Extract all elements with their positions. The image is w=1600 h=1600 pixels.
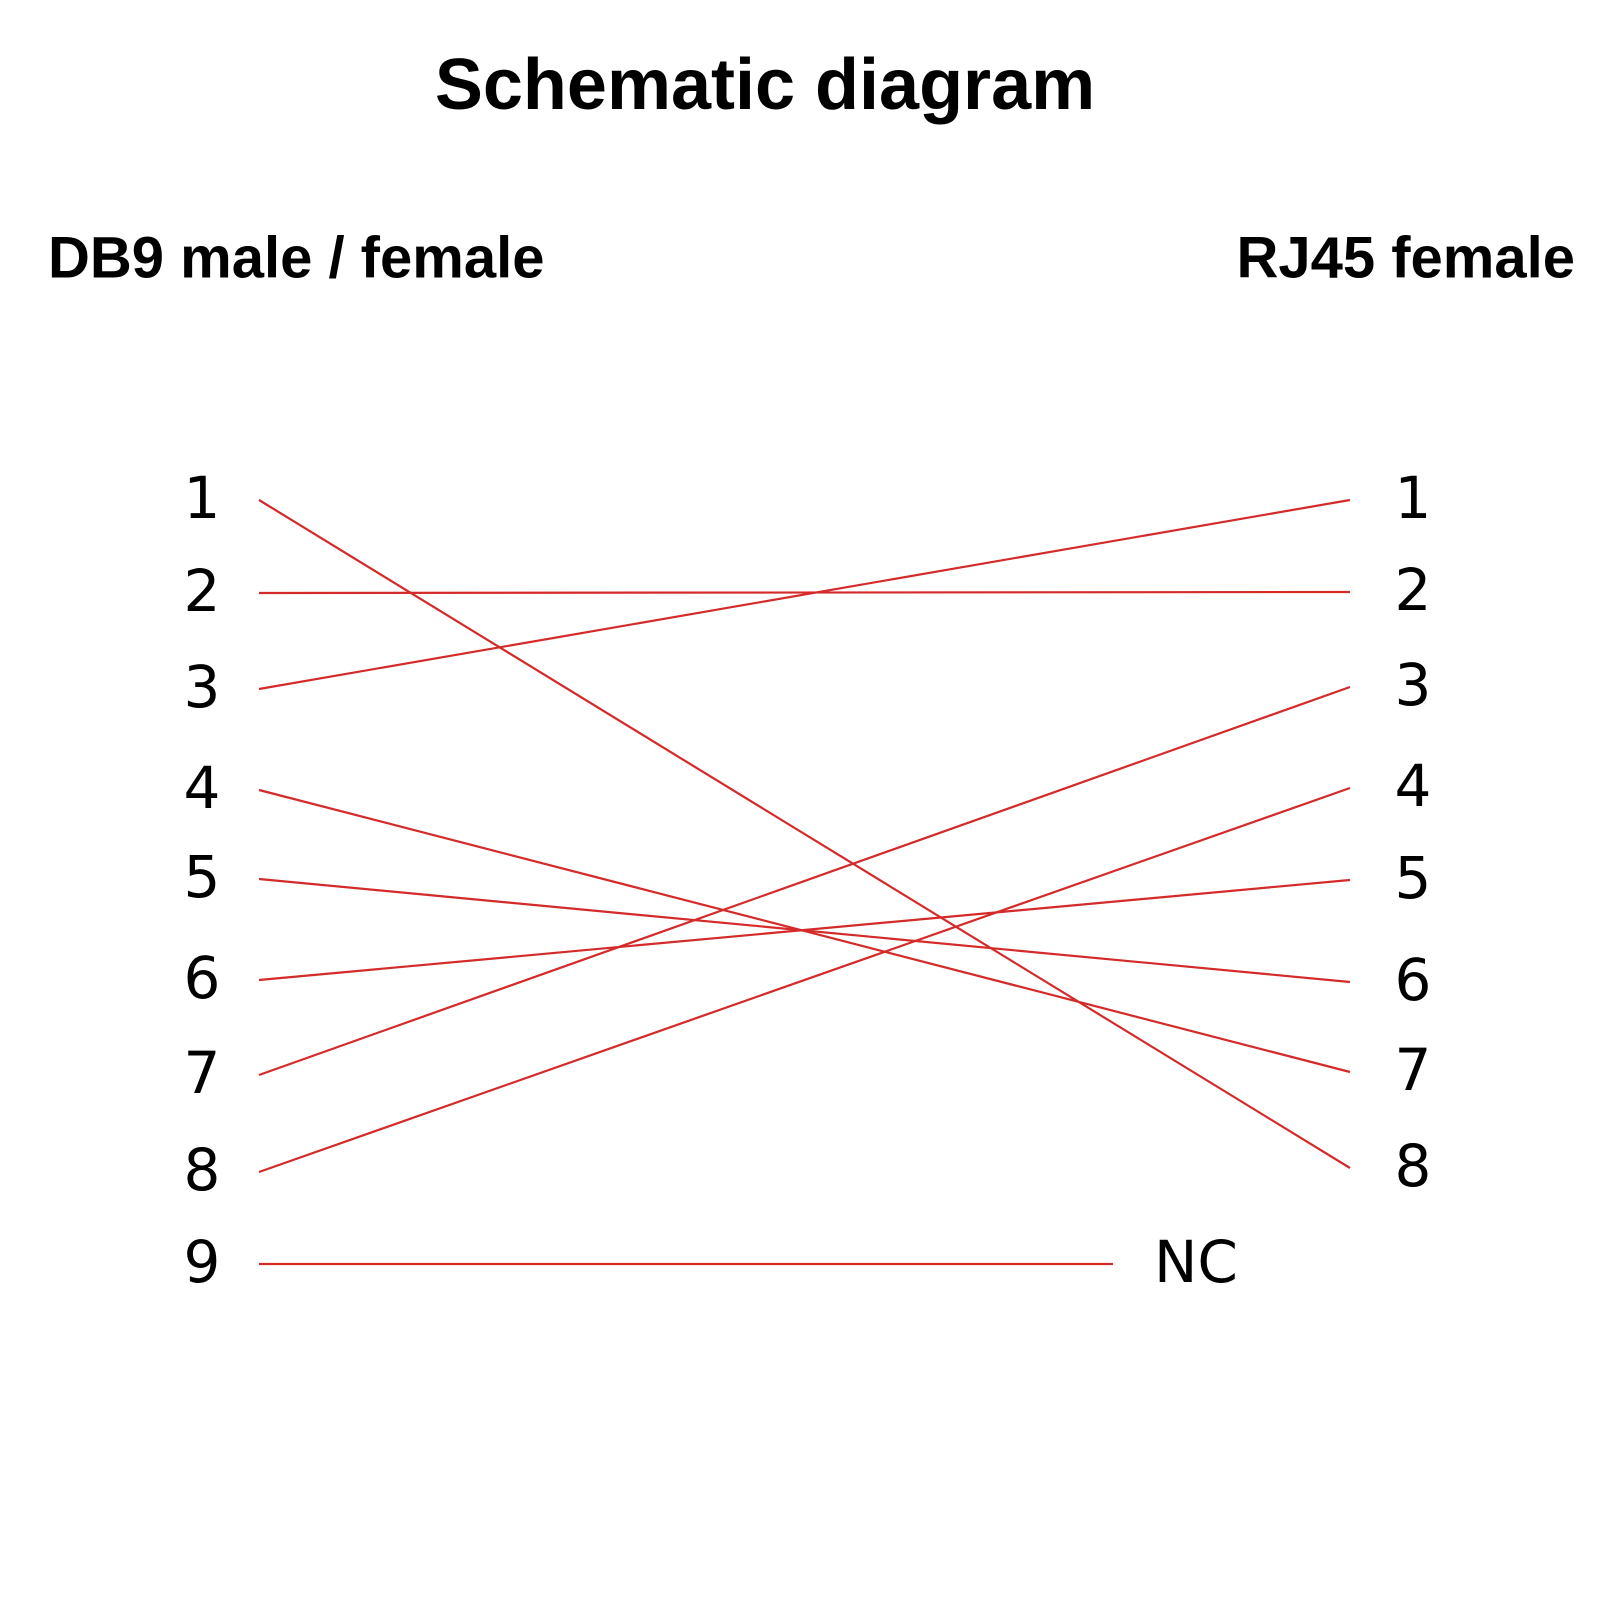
rj45-pin-label: 1 xyxy=(1395,464,1432,532)
db9-pin-label: 6 xyxy=(184,944,221,1012)
left-header: DB9 male / female xyxy=(48,225,544,290)
title: Schematic diagram xyxy=(435,45,1095,125)
db9-pin-label: 1 xyxy=(184,464,221,532)
wire xyxy=(258,590,1351,595)
rj45-pin-label: 5 xyxy=(1395,844,1432,912)
db9-pin-label: 4 xyxy=(184,754,221,822)
rj45-pin-label: 2 xyxy=(1395,556,1432,624)
wire xyxy=(258,498,1351,691)
rj45-pin-label: 6 xyxy=(1395,946,1432,1014)
rj45-pin-label: 3 xyxy=(1395,651,1432,719)
wire xyxy=(258,878,1351,982)
db9-pin-label: 7 xyxy=(184,1039,221,1107)
wire xyxy=(258,499,1351,1169)
right-header: RJ45 female xyxy=(1236,225,1575,290)
db9-pin-label: 2 xyxy=(184,557,221,625)
nc-label: NC xyxy=(1154,1228,1238,1296)
rj45-pin-label: 7 xyxy=(1395,1036,1432,1104)
wire xyxy=(258,786,1351,1174)
db9-pin-label: 3 xyxy=(184,653,221,721)
db9-pin-label: 5 xyxy=(184,843,221,911)
db9-pin-label: 9 xyxy=(184,1228,221,1296)
rj45-pin-label: 4 xyxy=(1395,752,1432,820)
db9-pin-label: 8 xyxy=(184,1136,221,1204)
rj45-pin-label: 8 xyxy=(1395,1132,1432,1200)
wire xyxy=(258,685,1351,1077)
